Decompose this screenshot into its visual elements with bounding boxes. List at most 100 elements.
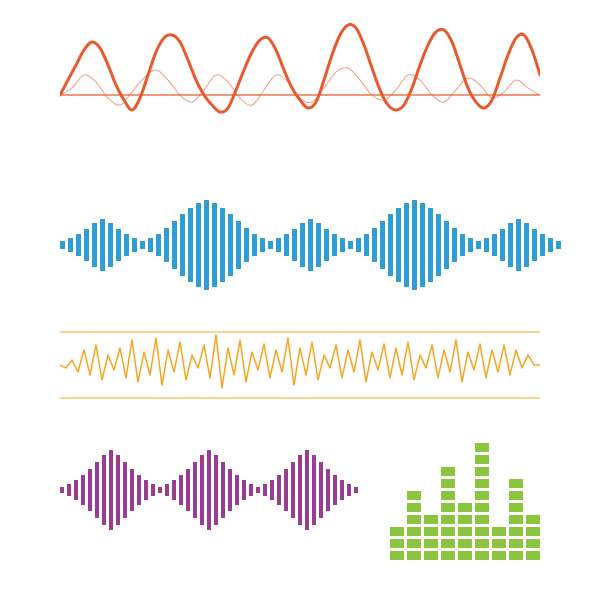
eq-block [407, 503, 421, 512]
bar [228, 214, 233, 276]
eq-block [526, 515, 540, 524]
bar [404, 203, 409, 287]
eq-block [509, 503, 523, 512]
bar [165, 484, 169, 496]
bar [74, 480, 78, 500]
bar [284, 469, 288, 511]
bar [300, 223, 305, 267]
bar [116, 455, 120, 525]
eq-block [492, 551, 506, 560]
bar [95, 462, 99, 518]
eq-column [509, 479, 523, 560]
bar [144, 480, 148, 500]
eq-block [458, 539, 472, 548]
bar [186, 469, 190, 511]
eq-block [458, 551, 472, 560]
bar [263, 484, 267, 496]
bar [100, 219, 105, 271]
eq-block [458, 527, 472, 536]
bar [347, 484, 351, 496]
bar [356, 238, 361, 252]
bar [516, 219, 521, 271]
bar [548, 238, 553, 252]
bar [388, 214, 393, 276]
bar [207, 450, 211, 530]
eq-block [492, 539, 506, 548]
eq-column [424, 515, 438, 560]
bar [221, 462, 225, 518]
eq-block [526, 527, 540, 536]
bar [312, 455, 316, 525]
bar [500, 229, 505, 261]
bar [340, 480, 344, 500]
eq-column [475, 443, 489, 560]
bar [193, 462, 197, 518]
bar [277, 475, 281, 505]
eq-block [407, 551, 421, 560]
bar [298, 455, 302, 525]
bar [412, 200, 417, 290]
bar [276, 238, 281, 252]
bar [60, 241, 65, 249]
eq-column [407, 491, 421, 560]
eq-block [390, 539, 404, 548]
eq-block [441, 527, 455, 536]
waveform-infographic: { "canvas": { "width": 600, "height": 60… [0, 0, 600, 600]
bar [81, 475, 85, 505]
bar [179, 475, 183, 505]
eq-block [407, 527, 421, 536]
eq-block [458, 503, 472, 512]
bar [524, 223, 529, 267]
bar [252, 234, 257, 256]
eq-block [475, 491, 489, 500]
bar [102, 455, 106, 525]
eq-block [390, 551, 404, 560]
equalizer-green [390, 450, 550, 560]
eq-block [475, 479, 489, 488]
bar [130, 469, 134, 511]
bar [268, 241, 273, 249]
bar [164, 228, 169, 262]
waveform-orange-jagged [60, 320, 540, 410]
bar [452, 228, 457, 262]
eq-block [475, 455, 489, 464]
bar [492, 234, 497, 256]
bar [380, 221, 385, 269]
bar [436, 214, 441, 276]
eq-block [441, 491, 455, 500]
bar [556, 241, 561, 249]
eq-column [492, 527, 506, 560]
eq-column [441, 467, 455, 560]
eq-block [407, 539, 421, 548]
eq-block [509, 539, 523, 548]
bar [68, 238, 73, 252]
bar [540, 234, 545, 256]
bar [220, 208, 225, 282]
eq-block [526, 539, 540, 548]
bar [354, 487, 358, 493]
bar [236, 221, 241, 269]
eq-block [441, 515, 455, 524]
eq-block [424, 551, 438, 560]
bar [332, 234, 337, 256]
waveform-orange-smooth [60, 20, 540, 170]
bar [116, 229, 121, 261]
bar [188, 208, 193, 282]
eq-block [441, 479, 455, 488]
bar [180, 214, 185, 276]
bar [67, 484, 71, 496]
bar [204, 200, 209, 290]
bar [244, 228, 249, 262]
bar [372, 228, 377, 262]
eq-column [390, 527, 404, 560]
bar [284, 234, 289, 256]
eq-block [475, 443, 489, 452]
eq-block [390, 527, 404, 536]
eq-block [424, 527, 438, 536]
eq-block [475, 515, 489, 524]
eq-block [407, 491, 421, 500]
bar [172, 480, 176, 500]
bar [88, 469, 92, 511]
bar [291, 462, 295, 518]
eq-block [407, 515, 421, 524]
